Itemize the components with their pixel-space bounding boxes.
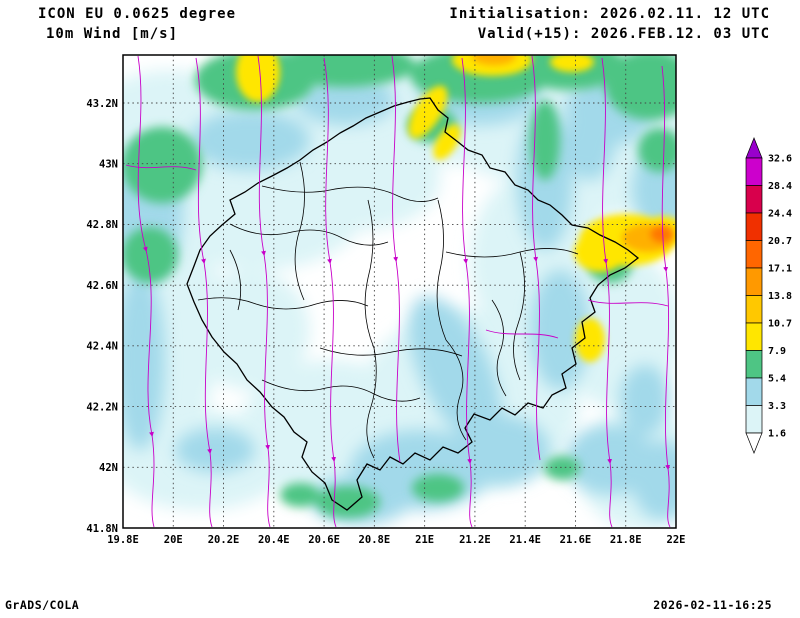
lat-tick-label: 41.8N <box>86 523 118 535</box>
lat-tick-label: 42.4N <box>86 341 118 353</box>
lat-tick-label: 42.8N <box>86 219 118 231</box>
colorbar-level-label: 32.6 <box>768 154 792 165</box>
grads-credit-label: GrADS/COLA <box>5 598 80 612</box>
field-title: 10m Wind [m/s] <box>46 26 179 42</box>
colorbar-level-label: 17.1 <box>768 264 792 275</box>
init-time-label: Initialisation: 2026.02.11. 12 UTC <box>449 6 770 22</box>
colorbar-band <box>745 267 763 296</box>
lon-tick-label: 21.8E <box>610 534 642 546</box>
valid-time-label: Valid(+15): 2026.FEB.12. 03 UTC <box>477 26 770 42</box>
lon-tick-label: 21.4E <box>509 534 541 546</box>
lat-tick-label: 42N <box>99 462 118 474</box>
colorbar-band <box>745 322 763 351</box>
creation-timestamp: 2026-02-11-16:25 <box>653 598 772 612</box>
lon-tick-label: 21.6E <box>560 534 592 546</box>
colorbar-level-label: 20.7 <box>768 236 792 247</box>
map-frame <box>122 54 677 529</box>
colorbar-band <box>745 350 763 379</box>
colorbar-level-label: 1.6 <box>768 429 786 440</box>
colorbar-band <box>745 295 763 324</box>
colorbar-band <box>745 377 763 406</box>
axis-tick-labels: 43.2N 43N 42.8N 42.6N 42.4N 42.2N 42N 41.8N19.8… <box>86 98 685 546</box>
colorbar-level-label: 28.4 <box>768 181 792 192</box>
lat-tick-label: 43N <box>99 159 118 171</box>
grid-layer <box>123 55 676 528</box>
colorbar-level-label: 7.9 <box>768 346 786 357</box>
colorbar-band <box>745 157 763 186</box>
colorbar-level-label: 5.4 <box>768 374 786 385</box>
wind-speed-shading-layer <box>123 55 676 528</box>
lon-tick-label: 20.2E <box>208 534 240 546</box>
colorbar-band <box>745 212 763 241</box>
lon-tick-label: 20.6E <box>308 534 340 546</box>
lon-tick-label: 20E <box>164 534 183 546</box>
kosovo-borders <box>186 97 640 511</box>
lat-tick-label: 42.2N <box>86 401 118 413</box>
model-title: ICON EU 0.0625 degree <box>38 6 237 22</box>
colorbar: 32.6 28.4 24.4 20.7 17.1 13.8 10.7 7.9 5.4 3.3 1.6 <box>745 137 792 454</box>
district-boundaries <box>197 161 579 459</box>
lon-tick-label: 20.8E <box>359 534 391 546</box>
colorbar-level-label: 3.3 <box>768 401 786 412</box>
lon-tick-label: 21E <box>415 534 434 546</box>
lat-tick-label: 42.6N <box>86 280 118 292</box>
colorbar-level-label: 24.4 <box>768 209 792 220</box>
country-outline <box>186 97 640 511</box>
colorbar-top-triangle <box>745 137 763 159</box>
lon-tick-label: 22E <box>667 534 686 546</box>
colorbar-band <box>745 185 763 214</box>
colorbar-level-label: 13.8 <box>768 291 792 302</box>
colorbar-band <box>745 240 763 269</box>
lon-tick-label: 21.2E <box>459 534 491 546</box>
lon-tick-label: 20.4E <box>258 534 290 546</box>
colorbar-level-label: 10.7 <box>768 319 792 330</box>
lat-tick-label: 43.2N <box>86 98 118 110</box>
wind-streamlines-layer <box>125 55 671 528</box>
lon-tick-label: 19.8E <box>107 534 139 546</box>
colorbar-band <box>745 405 763 434</box>
colorbar-bottom-triangle <box>745 432 763 454</box>
